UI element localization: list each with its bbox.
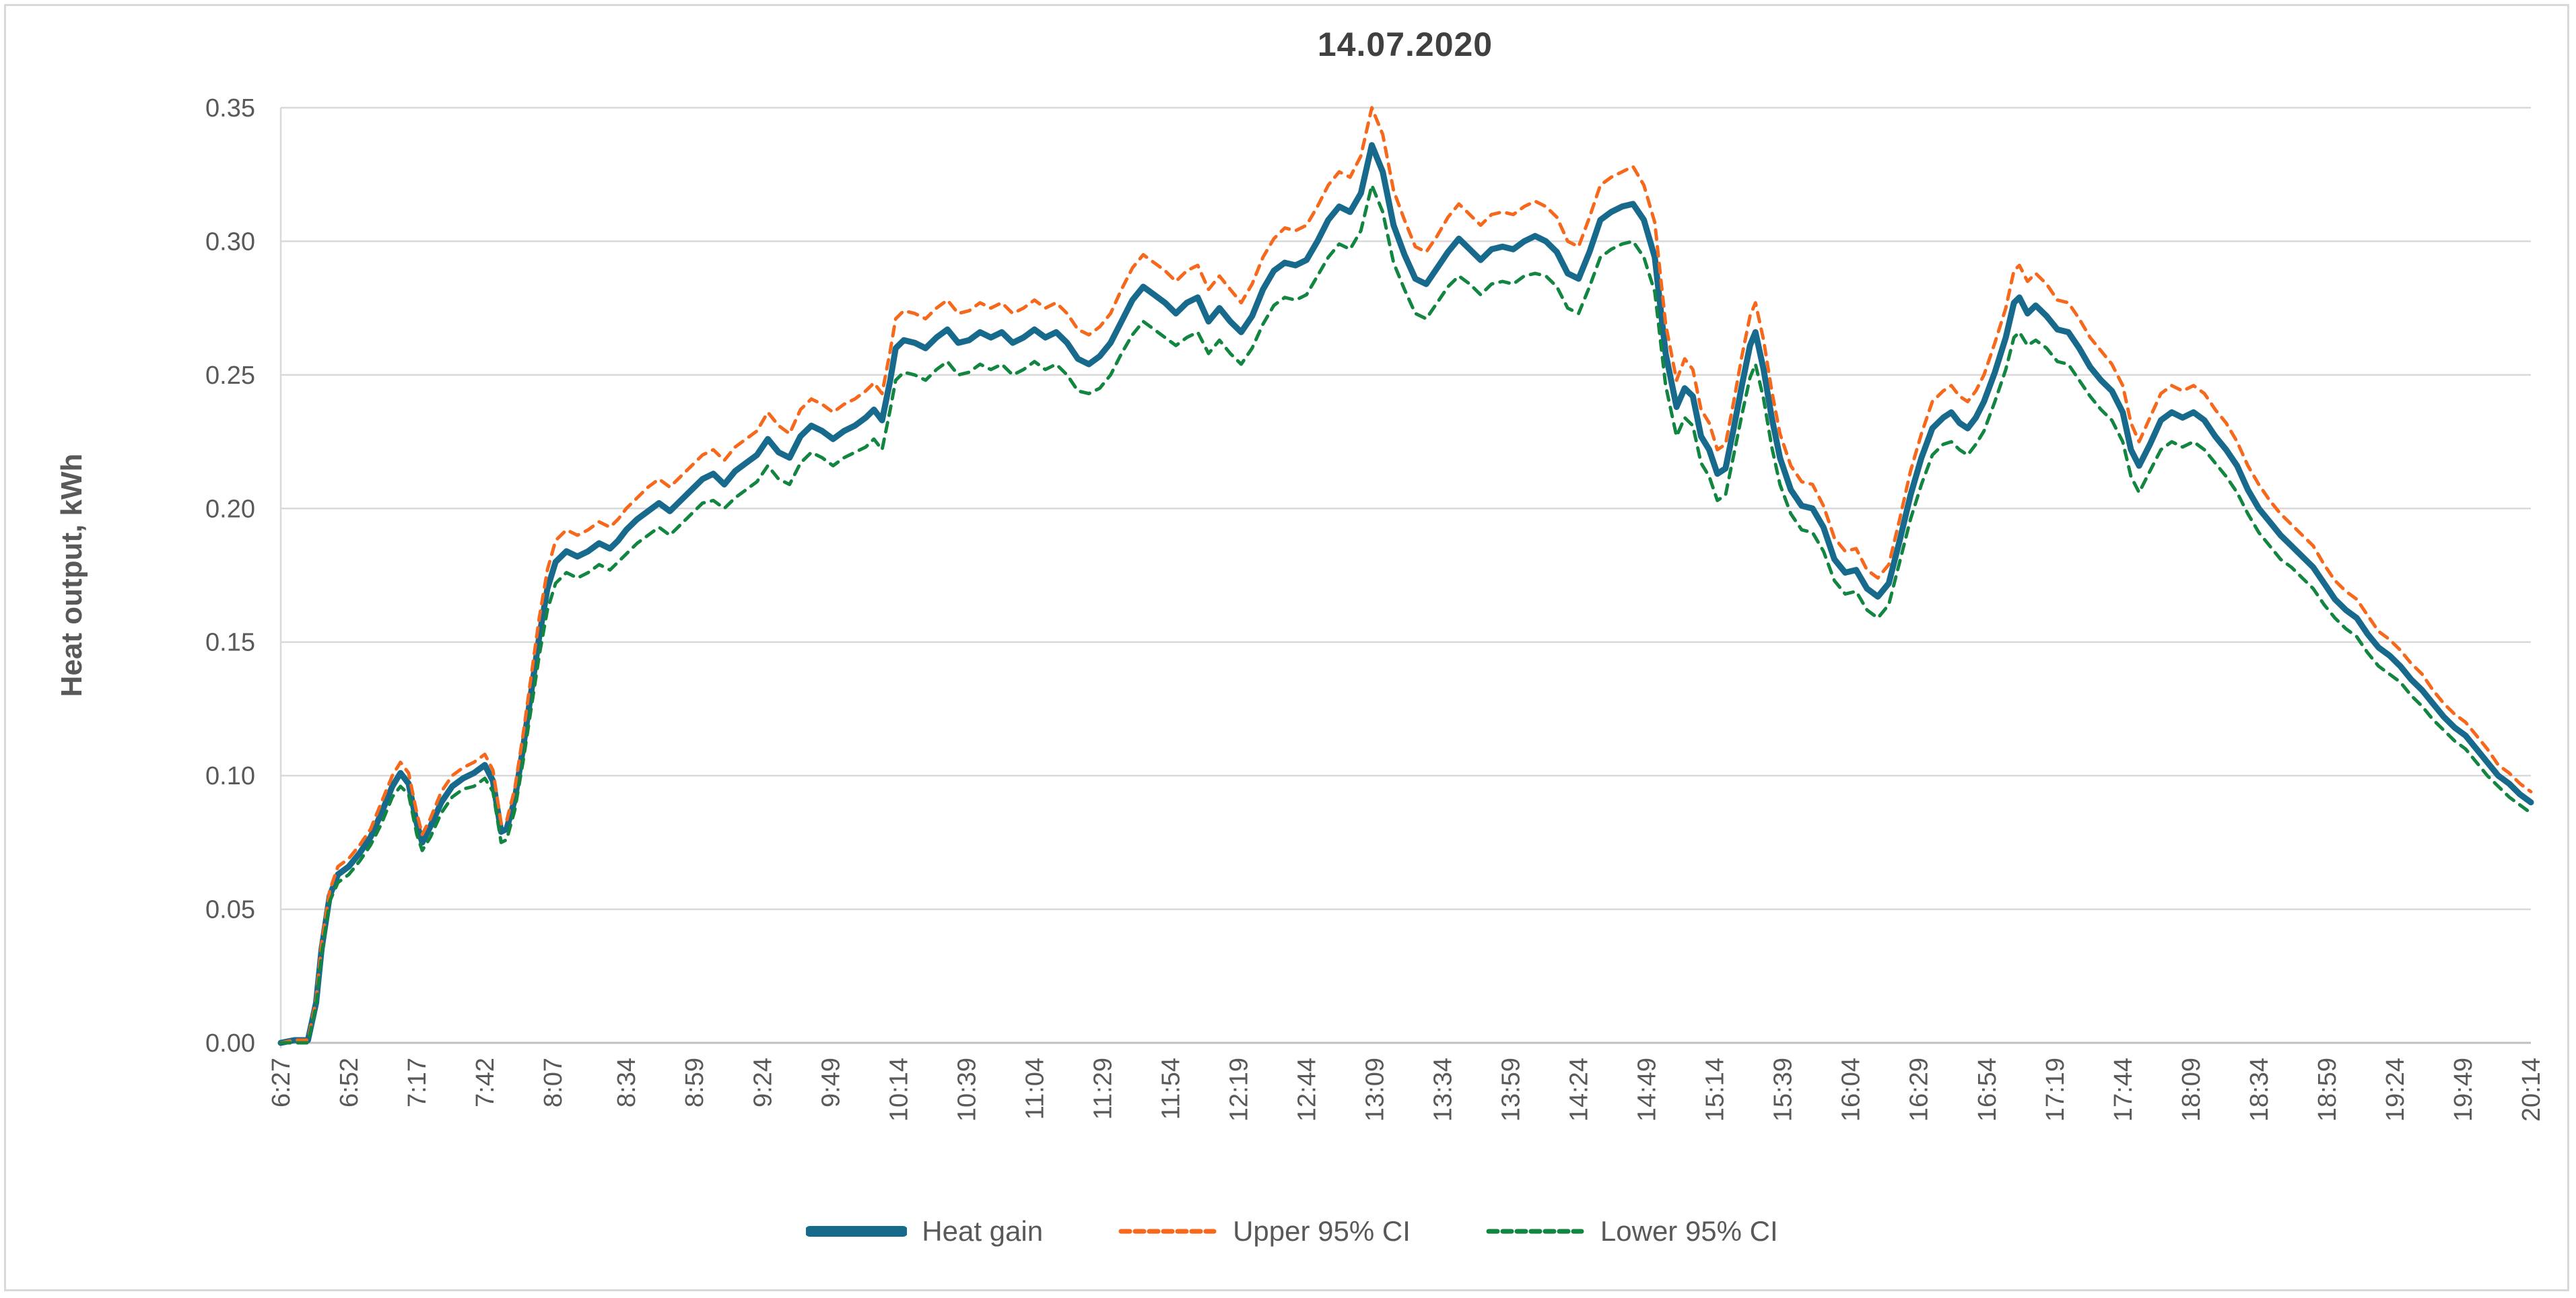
legend-item-heat-gain: Heat gain — [806, 1215, 1043, 1248]
x-tick-label: 18:34 — [2245, 1058, 2274, 1122]
x-tick-label: 11:29 — [1089, 1058, 1117, 1120]
legend-item-lower-95-ci: Lower 95% CI — [1485, 1215, 1778, 1248]
series-upper-95-ci — [279, 106, 2533, 1045]
x-tick-label: 16:29 — [1905, 1058, 1934, 1122]
x-tick-label: 19:49 — [2449, 1058, 2478, 1122]
x-tick-label: 10:39 — [953, 1058, 981, 1122]
legend-marker-dashed-line — [1118, 1229, 1217, 1234]
x-tick-label: 8:59 — [681, 1058, 709, 1107]
series-lower-95-ci — [279, 183, 2533, 1045]
x-tick-label: 17:19 — [2041, 1058, 2070, 1122]
x-tick-label: 7:42 — [471, 1058, 500, 1107]
legend-label: Heat gain — [922, 1215, 1044, 1247]
legend-label: Lower 95% CI — [1600, 1215, 1778, 1247]
x-tick-label: 18:09 — [2177, 1058, 2206, 1122]
chart-figure: 14.07.2020 0.00 0.05 0.10 0.15 0.20 0.25 0.30 0… — [4, 4, 2569, 1291]
x-tick-label: 19:24 — [2381, 1058, 2410, 1122]
legend: Heat gain Upper 95% CI Lower 95% CI — [6, 1215, 2576, 1248]
x-tick-label: 9:49 — [817, 1058, 845, 1107]
x-tick-label: 15:39 — [1769, 1058, 1798, 1122]
chart-title: 14.07.2020 — [1317, 26, 1493, 63]
plot-area: 0.00 0.05 0.10 0.15 0.20 0.25 0.30 0.35 6:27 6:52… — [55, 94, 2546, 1122]
x-tick-label: 6:52 — [335, 1058, 364, 1107]
x-tick-label: 15:14 — [1701, 1058, 1730, 1122]
x-tick-label: 13:34 — [1429, 1058, 1458, 1122]
legend-marker-solid-line — [806, 1226, 908, 1237]
legend-label: Upper 95% CI — [1233, 1215, 1411, 1247]
x-tick-label: 6:27 — [267, 1058, 296, 1107]
legend-item-upper-95-ci: Upper 95% CI — [1117, 1215, 1411, 1248]
x-tick-label: 13:59 — [1497, 1058, 1526, 1122]
y-tick-label: 0.30 — [205, 228, 255, 256]
x-tick-label: 17:44 — [2109, 1058, 2138, 1122]
y-tick-label: 0.25 — [205, 362, 255, 390]
x-tick-label: 10:14 — [885, 1058, 913, 1122]
x-tick-label: 8:34 — [613, 1058, 641, 1107]
x-tick-label: 16:54 — [1973, 1058, 2002, 1122]
x-tick-label: 13:09 — [1361, 1058, 1390, 1122]
y-tick-label: 0.35 — [205, 94, 255, 123]
x-tick-label: 12:19 — [1225, 1058, 1253, 1122]
y-tick-label: 0.00 — [205, 1029, 255, 1058]
y-tick-label: 0.15 — [205, 629, 255, 657]
x-tick-label: 14:24 — [1565, 1058, 1594, 1122]
x-tick-label: 11:04 — [1021, 1058, 1049, 1120]
x-tick-label: 7:17 — [403, 1058, 432, 1107]
x-tick-label: 12:44 — [1293, 1058, 1321, 1122]
y-tick-label: 0.20 — [205, 495, 255, 523]
x-tick-label: 8:07 — [539, 1058, 568, 1107]
legend-marker-dashed-line — [1486, 1229, 1584, 1234]
y-axis-title: Heat output, kWh — [55, 454, 88, 697]
series-heat-gain — [277, 142, 2534, 1046]
y-tick-label: 0.10 — [205, 762, 255, 790]
y-tick-label: 0.05 — [205, 896, 255, 924]
x-tick-label: 16:04 — [1837, 1058, 1866, 1122]
x-tick-label: 11:54 — [1157, 1058, 1185, 1120]
x-tick-label: 14:49 — [1633, 1058, 1662, 1122]
x-tick-label: 18:59 — [2313, 1058, 2342, 1122]
x-tick-label: 20:14 — [2517, 1058, 2546, 1122]
x-tick-label: 9:24 — [749, 1058, 777, 1107]
